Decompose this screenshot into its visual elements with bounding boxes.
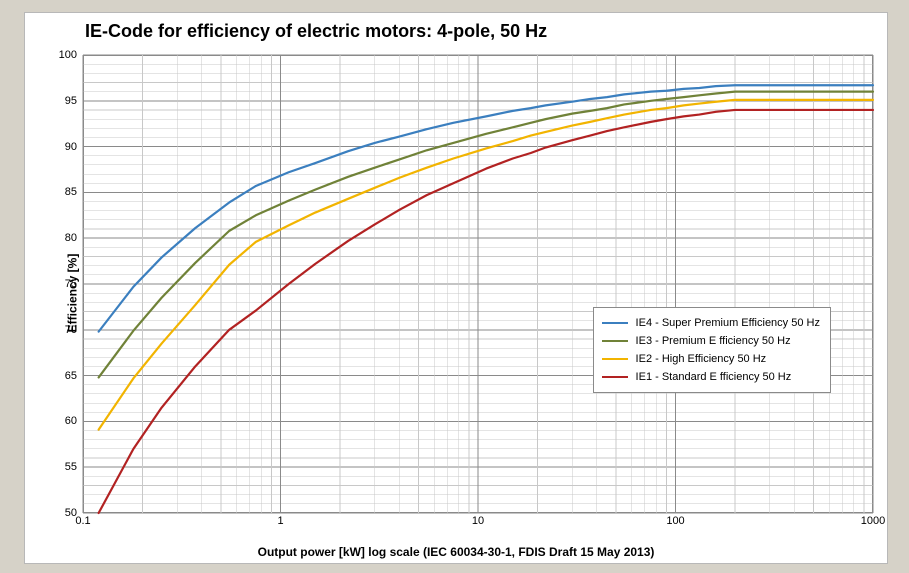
x-tick-label: 0.1: [75, 515, 90, 527]
y-tick-label: 80: [43, 232, 77, 244]
legend-label: IE2 - High Efficiency 50 Hz: [636, 353, 767, 365]
y-tick-label: 70: [43, 324, 77, 336]
y-tick-label: 85: [43, 186, 77, 198]
x-axis-label: Output power [kW] log scale (IEC 60034-3…: [25, 545, 887, 559]
y-tick-label: 75: [43, 278, 77, 290]
x-tick-label: 1000: [861, 515, 885, 527]
legend-swatch: [602, 340, 628, 342]
chart-title: IE-Code for efficiency of electric motor…: [85, 21, 547, 42]
legend-label: IE3 - Premium E fficiency 50 Hz: [636, 335, 791, 347]
chart-card: IE-Code for efficiency of electric motor…: [24, 12, 888, 564]
y-tick-label: 55: [43, 461, 77, 473]
plot-area: IE4 - Super Premium Efficiency 50 Hz IE3 …: [83, 55, 873, 513]
legend-swatch: [602, 322, 628, 324]
x-tick-label: 1: [277, 515, 283, 527]
y-tick-label: 100: [43, 49, 77, 61]
legend-item: IE1 - Standard E fficiency 50 Hz: [602, 368, 820, 386]
legend-box: IE4 - Super Premium Efficiency 50 Hz IE3 …: [593, 307, 831, 393]
legend-swatch: [602, 376, 628, 378]
legend-item: IE3 - Premium E fficiency 50 Hz: [602, 332, 820, 350]
y-tick-label: 65: [43, 370, 77, 382]
plot-svg: [83, 55, 873, 513]
legend-swatch: [602, 358, 628, 360]
y-tick-label: 95: [43, 95, 77, 107]
legend-label: IE1 - Standard E fficiency 50 Hz: [636, 371, 792, 383]
legend-label: IE4 - Super Premium Efficiency 50 Hz: [636, 317, 820, 329]
legend-item: IE4 - Super Premium Efficiency 50 Hz: [602, 314, 820, 332]
x-tick-label: 100: [666, 515, 684, 527]
x-tick-label: 10: [472, 515, 484, 527]
y-tick-label: 50: [43, 507, 77, 519]
y-tick-label: 60: [43, 415, 77, 427]
y-axis-label: Efficiency [%]: [65, 254, 79, 333]
legend-item: IE2 - High Efficiency 50 Hz: [602, 350, 820, 368]
y-tick-label: 90: [43, 141, 77, 153]
